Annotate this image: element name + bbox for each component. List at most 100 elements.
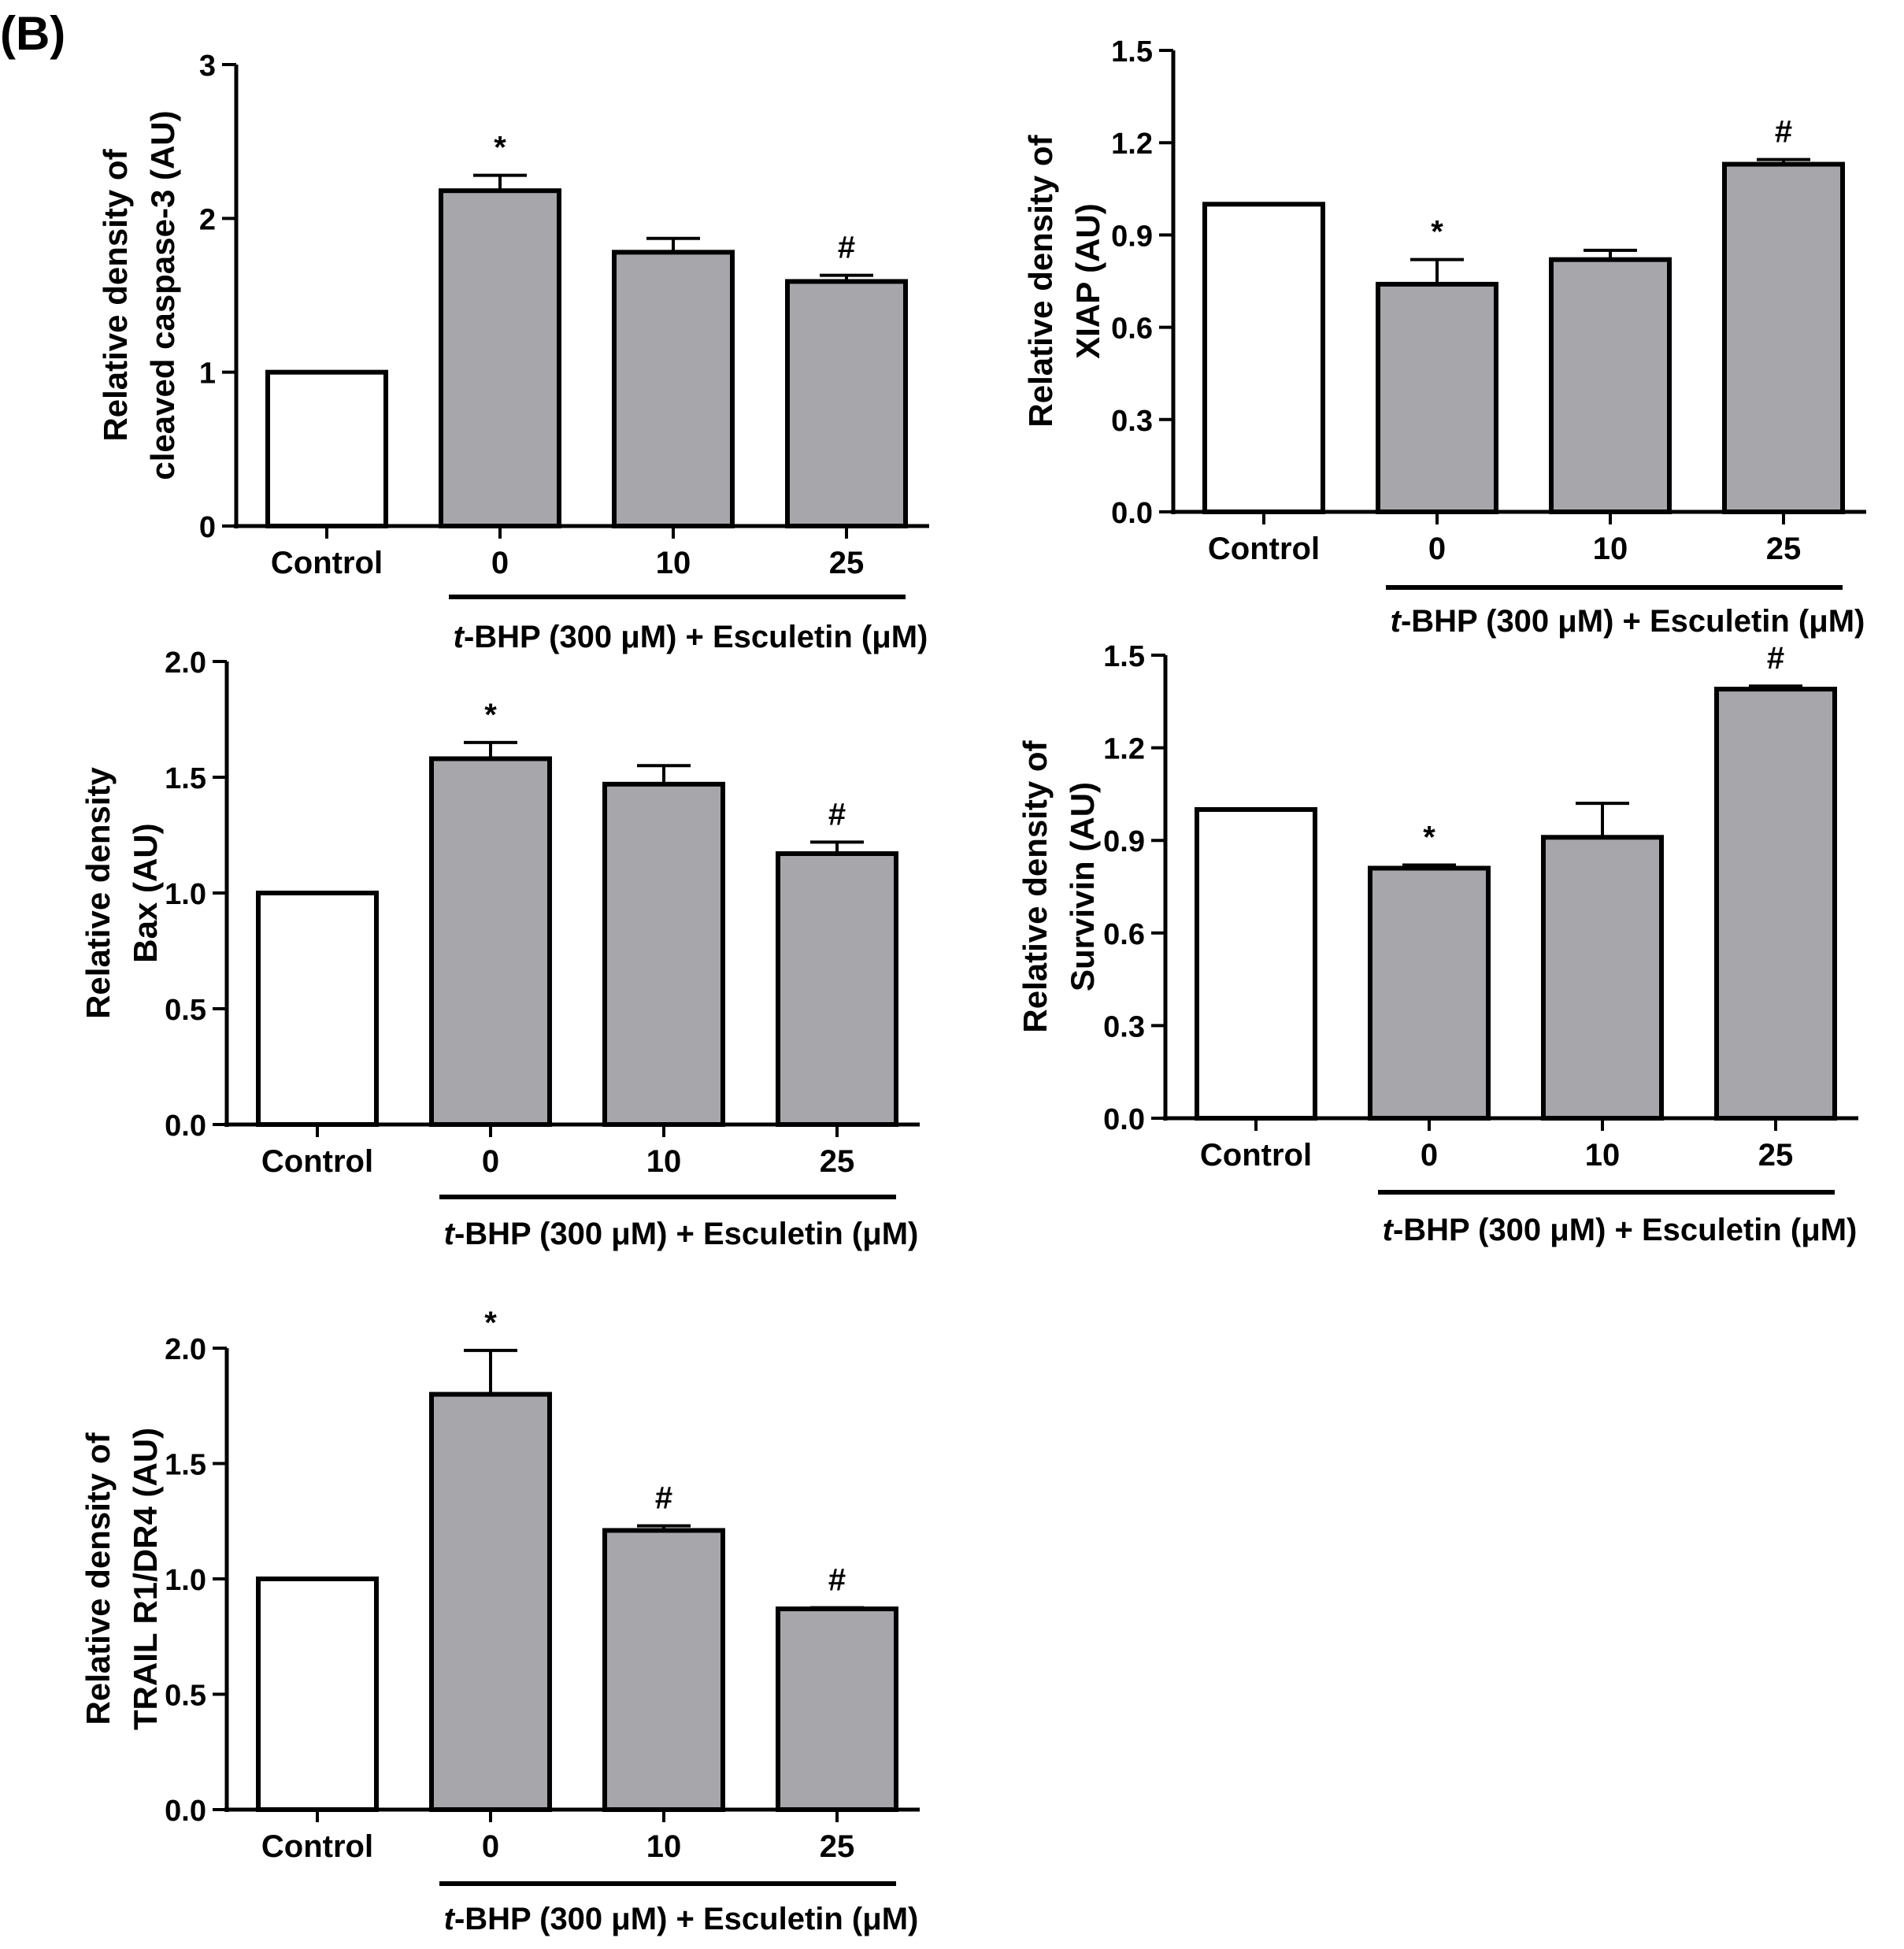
y-tick-label: 0 [199,511,216,544]
y-axis-label: Relative density of [1017,739,1054,1032]
bar [785,279,908,528]
y-tick-label: 1.5 [1111,35,1153,69]
x-tick-label: 0 [1428,532,1446,566]
bar [1195,807,1317,1121]
chart-2: 0.0 0.3 0.6 0.9 1.2 1.5 Relative density of XIA… [1022,35,1866,639]
significance-marker: * [484,698,497,732]
chart-5: 0.0 0.5 1.0 1.5 2.0 Relative density of TRAIL … [80,1306,920,1936]
significance-marker: # [655,1481,672,1516]
bar [602,781,725,1127]
x-tick-label: Control [1208,532,1320,566]
bar [429,756,552,1127]
bar [256,1577,379,1812]
y-axis-label: cleaved caspase-3 (AU) [144,110,181,480]
y-tick-label: 0.6 [1103,918,1145,951]
group-label-italic-t: t [444,1902,456,1936]
group-label-rest: -BHP (300 μM) + Esculetin (μM) [464,620,928,654]
y-tick-label: 2.0 [165,1333,206,1366]
group-label-rest: -BHP (300 μM) + Esculetin (μM) [454,1902,918,1936]
significance-marker: # [1767,641,1784,676]
significance-marker: # [1775,115,1792,150]
y-axis-label: XIAP (AU) [1069,203,1106,359]
significance-marker: * [1431,215,1443,250]
y-tick-label: 1.0 [165,1564,206,1597]
x-tick-label: Control [261,1829,373,1864]
panel-label: (B) [0,7,66,60]
y-axis-label: Relative density of [80,1432,117,1725]
x-tick-label: Control [261,1144,373,1179]
x-tick-label: 10 [1585,1138,1621,1173]
y-axis-label: Relative density of [1022,134,1059,427]
bar [1202,202,1325,514]
y-axis-label: Bax (AU) [127,823,164,962]
significance-marker: * [494,131,506,165]
y-tick-label: 0.9 [1111,220,1153,253]
bar [1376,281,1498,514]
y-tick-label: 3 [199,50,216,83]
x-tick-label: 0 [482,1829,499,1864]
significance-marker: * [1423,821,1435,855]
x-tick-label: Control [271,546,383,580]
group-label-rest: -BHP (300 μM) + Esculetin (μM) [454,1217,918,1251]
group-label-italic-t: t [1383,1213,1395,1247]
significance-marker: * [484,1306,497,1340]
y-tick-label: 0.9 [1103,825,1145,858]
bar [439,188,561,528]
bar [602,1528,725,1812]
y-tick-label: 1.5 [1103,640,1145,673]
bar [429,1391,552,1812]
y-axis-label: Relative density [80,766,117,1018]
chart-3: 0.0 0.5 1.0 1.5 2.0 Relative density Bax (AU) C… [80,647,920,1251]
chart-4: 0.0 0.3 0.6 0.9 1.2 1.5 Relative density of Sur… [1017,640,1858,1247]
y-tick-label: 0.3 [1103,1010,1145,1043]
group-label-rest: -BHP (300 μM) + Esculetin (μM) [1393,1213,1857,1247]
group-label: t-BHP (300 μM) + Esculetin (μM) [1391,604,1865,639]
x-tick-label: 10 [656,546,691,580]
significance-marker: # [828,1563,846,1598]
group-label: t-BHP (300 μM) + Esculetin (μM) [1383,1213,1858,1247]
x-tick-label: 0 [482,1144,499,1179]
y-axis-label: Survivin (AU) [1064,782,1101,991]
y-tick-label: 1.5 [165,762,206,795]
y-tick-label: 0.0 [1111,497,1153,530]
y-tick-label: 0.5 [165,994,206,1027]
y-tick-label: 2 [199,203,216,236]
bar [1541,835,1664,1121]
y-tick-label: 1.5 [165,1449,206,1482]
x-tick-label: 0 [1421,1138,1438,1173]
group-label: t-BHP (300 μM) + Esculetin (μM) [444,1902,919,1936]
group-label-italic-t: t [444,1217,456,1251]
y-tick-label: 0.0 [165,1795,206,1828]
bar [612,250,735,528]
y-tick-label: 1 [199,358,216,391]
x-tick-label: 10 [646,1829,682,1864]
group-label-italic-t: t [1391,604,1402,639]
y-tick-label: 0.0 [1103,1103,1145,1136]
bar [776,1606,898,1812]
x-tick-label: 25 [829,546,865,580]
bar [1714,687,1837,1121]
x-tick-label: 10 [646,1144,682,1179]
x-tick-label: 25 [820,1144,855,1179]
group-label-rest: -BHP (300 μM) + Esculetin (μM) [1401,604,1865,639]
group-label-italic-t: t [454,620,465,654]
bar [1368,865,1491,1121]
y-tick-label: 0.6 [1111,313,1153,346]
bar [1549,257,1672,514]
y-tick-label: 0.5 [165,1680,206,1713]
bar [265,369,388,528]
x-tick-label: Control [1200,1138,1312,1173]
group-label: t-BHP (300 μM) + Esculetin (μM) [444,1217,919,1251]
y-axis-label: TRAIL R1/DR4 (AU) [127,1428,164,1730]
y-tick-label: 1.0 [165,878,206,911]
bar [256,891,379,1127]
x-tick-label: 25 [1766,532,1802,566]
bar [776,851,898,1128]
significance-marker: # [828,797,846,832]
significance-marker: # [838,231,855,265]
y-tick-label: 1.2 [1103,733,1145,766]
y-axis-label: Relative density of [97,148,134,441]
y-tick-label: 2.0 [165,647,206,680]
bar [1722,161,1845,514]
